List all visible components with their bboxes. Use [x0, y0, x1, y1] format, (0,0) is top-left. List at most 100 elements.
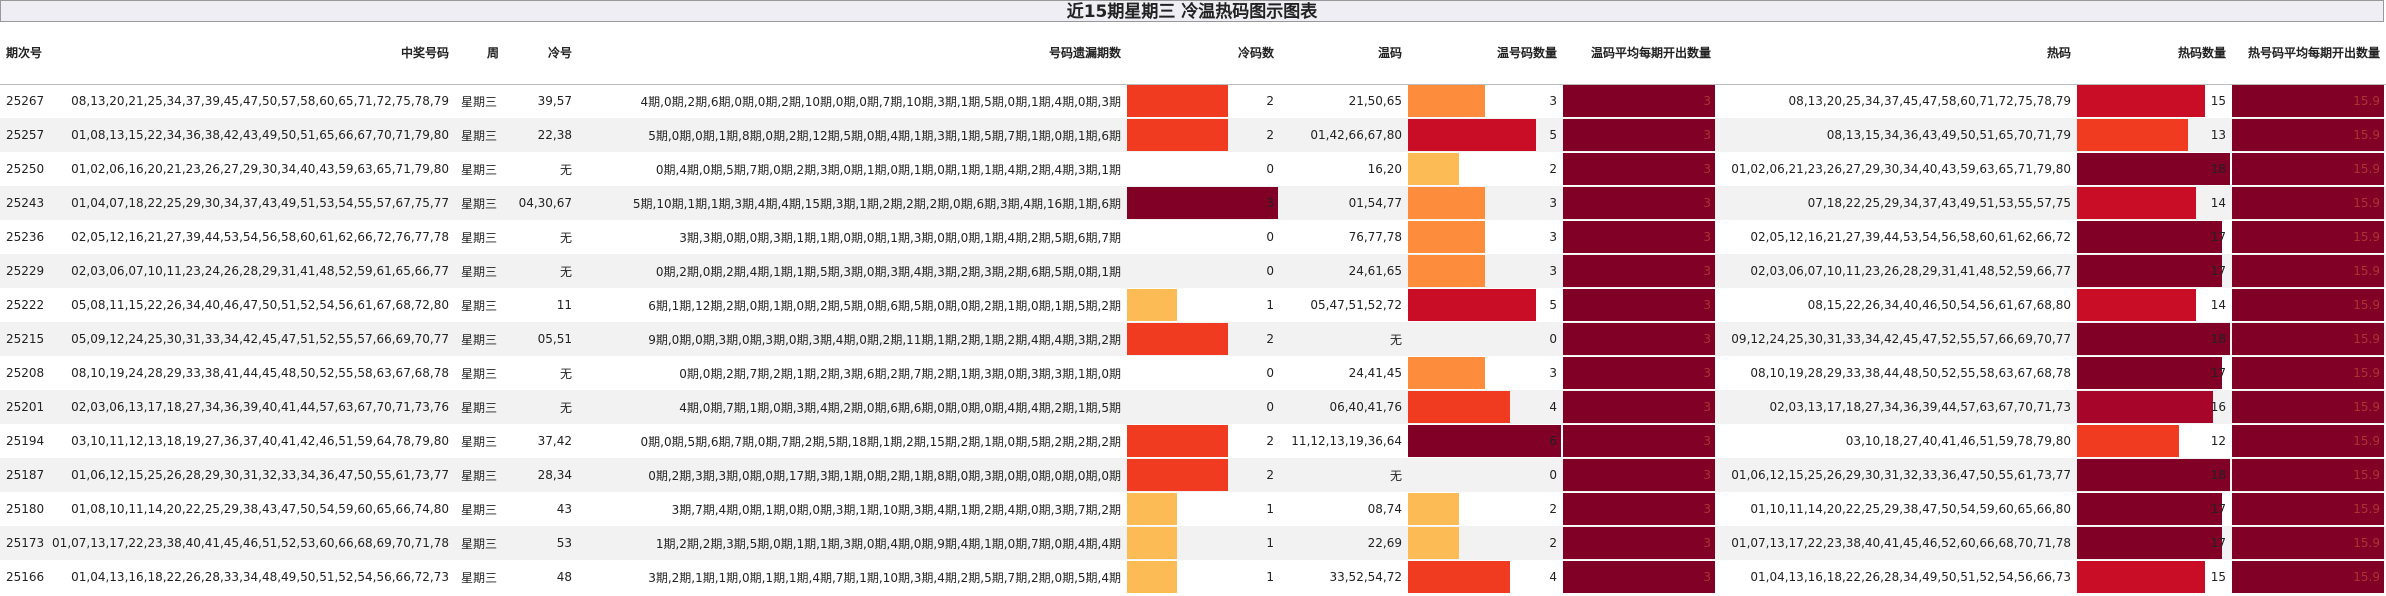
- cell-text: 08,13,20,21,25,34,37,39,45,47,50,57,58,6…: [71, 94, 449, 108]
- cell-value: 1: [1266, 536, 1274, 550]
- warm-count: 2: [1408, 492, 1563, 526]
- data-bar: [2232, 187, 2384, 219]
- cold-numbers: 无: [505, 254, 578, 288]
- hot-numbers: 01,07,13,17,22,23,38,40,41,45,46,52,60,6…: [1717, 526, 2077, 560]
- cell-value: 3: [1703, 434, 1711, 448]
- hot-count: 18: [2077, 458, 2232, 492]
- cell-text: 02,03,06,07,10,11,23,26,28,29,31,41,48,5…: [1750, 264, 2071, 278]
- hot-average: 15.9: [2232, 526, 2386, 560]
- cell-text: 0期,4期,0期,5期,7期,0期,2期,3期,0期,1期,0期,1期,0期,1…: [655, 162, 1121, 177]
- hot-numbers: 09,12,24,25,30,31,33,34,42,45,47,52,55,5…: [1717, 322, 2077, 356]
- cell-text: 11,12,13,19,36,64: [1291, 434, 1402, 448]
- cell-text: 3期,2期,1期,1期,0期,1期,1期,4期,7期,1期,10期,3期,4期,…: [648, 570, 1121, 585]
- cell-value: 15.9: [2353, 196, 2380, 210]
- warm-count: 3: [1408, 186, 1563, 220]
- cell-value: 17: [2210, 230, 2226, 244]
- cell-value: 15.9: [2353, 468, 2380, 482]
- hot-count: 17: [2077, 254, 2232, 288]
- cell-text: 48: [556, 570, 572, 584]
- issue: 25229: [0, 254, 55, 288]
- cell-text: 星期三: [461, 162, 498, 177]
- cell-text: 06,40,41,76: [1329, 400, 1402, 414]
- hot-average: 15.9: [2232, 390, 2386, 424]
- hot-average: 15.9: [2232, 492, 2386, 526]
- winning-numbers: 08,10,19,24,28,29,33,38,41,44,45,48,50,5…: [55, 356, 455, 390]
- cell-value: 3: [1703, 468, 1711, 482]
- data-bar: [1563, 357, 1715, 389]
- cold-numbers: 无: [505, 152, 578, 186]
- data-bar: [2077, 493, 2222, 525]
- winning-numbers: 01,08,13,15,22,34,36,38,42,43,49,50,51,6…: [55, 118, 455, 152]
- cell-text: 37,42: [537, 434, 572, 448]
- cell-text: 1期,2期,2期,3期,5期,0期,1期,1期,3期,0期,4期,0期,9期,4…: [655, 536, 1121, 551]
- cell-text: 01,02,06,16,20,21,23,26,27,29,30,34,40,4…: [71, 162, 449, 176]
- data-bar: [1127, 561, 1178, 593]
- column-header: 温码: [1377, 46, 1402, 60]
- hot-count: 15: [2077, 84, 2232, 118]
- winning-numbers: 02,03,06,13,17,18,27,34,36,39,40,41,44,5…: [55, 390, 455, 424]
- cell-text: 01,08,13,15,22,34,36,38,42,43,49,50,51,6…: [71, 128, 449, 142]
- miss-periods: 5期,10期,1期,1期,3期,4期,4期,15期,3期,1期,2期,2期,2期…: [578, 186, 1127, 220]
- cell-text: 28,34: [537, 468, 572, 482]
- data-bar: [1563, 391, 1715, 423]
- cell-text: 02,05,12,16,21,27,39,44,53,54,56,58,60,6…: [1750, 230, 2071, 244]
- warm-average: 3: [1563, 560, 1717, 594]
- warm-average: 3: [1563, 356, 1717, 390]
- issue: 25236: [0, 220, 55, 254]
- cell-value: 0: [1266, 230, 1274, 244]
- cell-value: 3: [1703, 536, 1711, 550]
- hot-numbers: 07,18,22,25,29,34,37,43,49,51,53,55,57,7…: [1717, 186, 2077, 220]
- cell-text: 无: [559, 264, 572, 279]
- issue: 25187: [0, 458, 55, 492]
- miss-periods: 1期,2期,2期,3期,5期,0期,1期,1期,3期,0期,4期,0期,9期,4…: [578, 526, 1127, 560]
- data-bar: [1408, 187, 1485, 219]
- miss-periods: 5期,0期,0期,1期,8期,0期,2期,12期,5期,0期,4期,1期,3期,…: [578, 118, 1127, 152]
- warm-average: 3: [1563, 84, 1717, 118]
- winning-numbers: 05,09,12,24,25,30,31,33,34,42,45,47,51,5…: [55, 322, 455, 356]
- cell-value: 2: [1549, 502, 1557, 516]
- hot-count: 12: [2077, 424, 2232, 458]
- cold-count: 0: [1127, 356, 1280, 390]
- cell-value: 3: [1703, 128, 1711, 142]
- cell-text: 25257: [6, 128, 45, 142]
- cell-text: 09,12,24,25,30,31,33,34,42,45,47,52,55,5…: [1731, 332, 2071, 346]
- cell-value: 1: [1266, 570, 1274, 584]
- cold-numbers: 53: [505, 526, 578, 560]
- hot-average: 15.9: [2232, 458, 2386, 492]
- cell-text: 33,52,54,72: [1329, 570, 1402, 584]
- warm-average: 3: [1563, 424, 1717, 458]
- miss-periods: 0期,2期,3期,3期,0期,0期,17期,3期,1期,0期,2期,1期,8期,…: [578, 458, 1127, 492]
- weekday: 星期三: [455, 220, 505, 254]
- cell-value: 16: [2210, 400, 2226, 414]
- cell-value: 15.9: [2353, 536, 2380, 550]
- cell-text: 无: [1389, 468, 1402, 483]
- hot-count: 17: [2077, 492, 2232, 526]
- data-bar: [1408, 255, 1485, 287]
- cell-text: 0期,2期,3期,3期,0期,0期,17期,3期,1期,0期,2期,1期,8期,…: [648, 468, 1121, 483]
- cell-text: 3期,3期,0期,0期,3期,1期,1期,0期,0期,1期,3期,0期,0期,1…: [679, 230, 1121, 245]
- cell-text: 08,15,22,26,34,40,46,50,54,56,61,67,68,8…: [1807, 298, 2071, 312]
- cold-count: 2: [1127, 424, 1280, 458]
- data-bar: [1563, 493, 1715, 525]
- cell-text: 08,74: [1367, 502, 1402, 516]
- warm-average: 3: [1563, 458, 1717, 492]
- cell-text: 05,51: [537, 332, 572, 346]
- cell-text: 无: [559, 400, 572, 415]
- cell-text: 4期,0期,7期,1期,0期,3期,4期,2期,0期,6期,6期,0期,0期,0…: [679, 400, 1121, 415]
- warm-numbers: 01,42,66,67,80: [1280, 118, 1408, 152]
- cell-text: 星期三: [461, 94, 498, 109]
- data-bar: [1408, 85, 1485, 117]
- warm-numbers: 21,50,65: [1280, 84, 1408, 118]
- cold-numbers: 22,38: [505, 118, 578, 152]
- cell-value: 17: [2210, 264, 2226, 278]
- data-bar: [1563, 323, 1715, 355]
- table-row: 25222 05,08,11,15,22,26,34,40,46,47,50,51…: [0, 288, 2386, 322]
- data-bar: [2232, 119, 2384, 151]
- data-bar: [1408, 561, 1510, 593]
- cell-text: 01,06,12,15,25,26,28,29,30,31,32,33,34,3…: [71, 468, 449, 482]
- hot-average: 15.9: [2232, 288, 2386, 322]
- cell-value: 3: [1549, 230, 1557, 244]
- hot-numbers: 01,02,06,21,23,26,27,29,30,34,40,43,59,6…: [1717, 152, 2077, 186]
- hot-count: 18: [2077, 322, 2232, 356]
